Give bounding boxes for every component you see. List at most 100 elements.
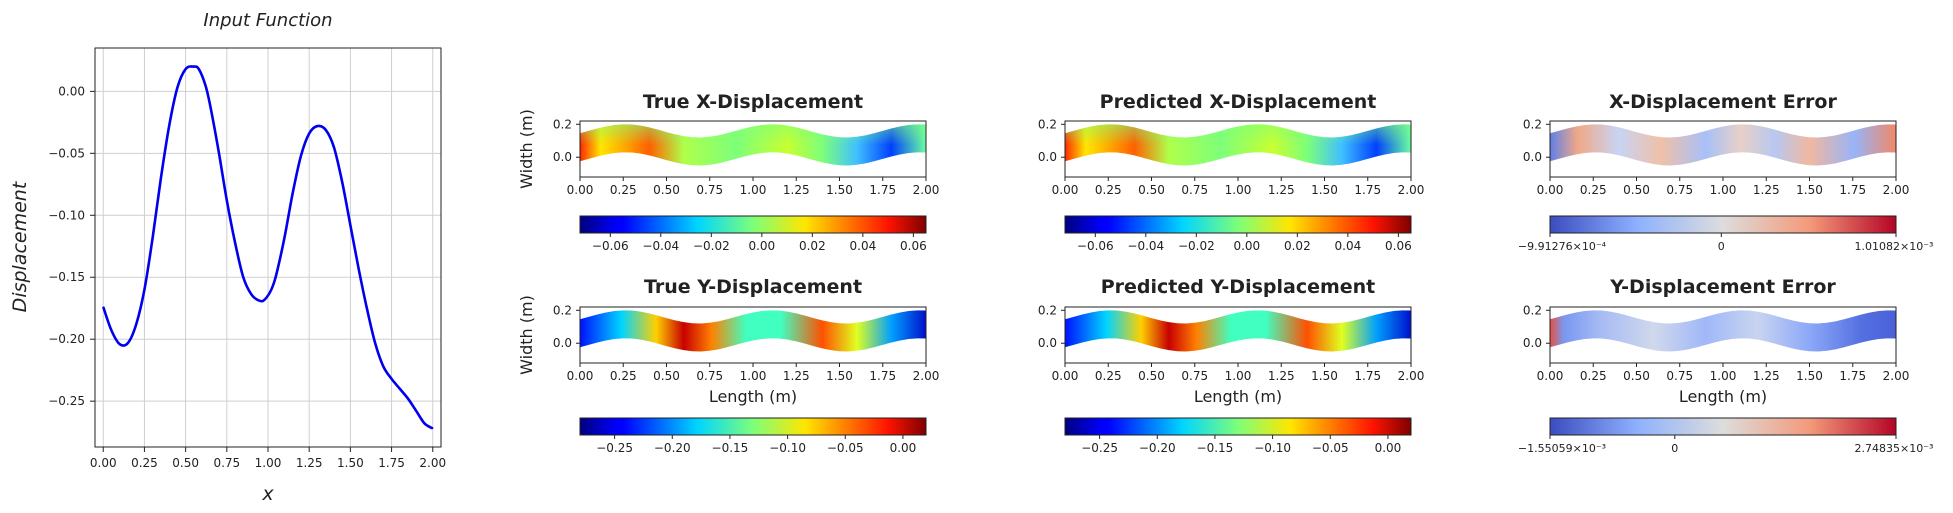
data-point [234,241,236,244]
y-tick-label: 0.2 [1523,303,1542,317]
data-point [209,105,211,107]
x-tick-label: 1.00 [1225,183,1252,197]
x-tick-label: 0.75 [1666,369,1693,383]
true-y-field [580,310,926,352]
x-tick-label: 2.00 [1883,183,1910,197]
data-point [264,298,266,301]
x-tick-label: 0.00 [1537,369,1564,383]
true-x-title: True X-Displacement [643,91,863,113]
colorbar-tick-label: −0.25 [596,441,633,455]
true-x-colorbar [579,215,927,234]
data-point [135,323,137,325]
colorbar-tick-label: 0.04 [1335,239,1362,253]
y-tick-label: 0.0 [1038,336,1057,350]
data-point [407,398,409,400]
x-tick-label: 1.25 [1268,183,1295,197]
x-tick-label: 1.75 [1354,369,1381,383]
x-tick-label: 1.50 [826,369,853,383]
err-y-field [1550,310,1896,352]
data-point [283,236,286,239]
x-tick-label: 1.25 [1753,369,1780,383]
true-x-panel: True X-Displacement 0.00 0.25 0.50 0.75 1.00 1… [517,91,939,253]
true-y-colorbar [579,417,927,436]
true-y-title: True Y-Displacement [644,276,862,298]
x-tick-label: 1.25 [783,369,810,383]
y-tick-label: 0.0 [553,336,572,350]
data-point [275,274,277,276]
colorbar-tick-label: 1.01082×10⁻³ [1855,240,1934,253]
data-point [193,65,195,68]
err-y-title: Y-Displacement Error [1609,276,1836,298]
x-tick-label: 0.25 [610,183,637,197]
data-point [168,125,170,127]
data-point [119,343,121,345]
x-tick-label: 1.50 [1796,369,1823,383]
x-tick-label: 0.25 [1580,369,1607,383]
colorbar-tick-label: −0.04 [1127,239,1164,253]
x-tick-label: 0.50 [653,369,680,383]
data-point [292,192,294,194]
pred-x-colorbar [1064,215,1412,234]
x-tick-label: 1.00 [740,183,767,197]
x-tick-label: 2.00 [419,456,446,470]
x-tick-label: 0.50 [1623,369,1650,383]
colorbar-tick-label: 0.06 [1385,239,1412,253]
colorbar-tick-label: −0.20 [1139,441,1176,455]
y-tick-label: 0.0 [1523,150,1542,164]
x-tick-label: 0.50 [172,456,199,470]
colorbar-tick-label: 0.00 [748,239,775,253]
y-tick-label: −0.25 [48,394,85,408]
colorbar-tick-label: −9.91276×10⁻⁴ [1518,240,1607,253]
x-tick-label: 0.75 [1666,183,1693,197]
data-point [390,378,393,380]
colorbar-tick-label: −0.04 [642,239,679,253]
true-y-panel: True Y-Displacement 0.00 0.25 0.50 0.75 1.00 1… [517,276,939,455]
colorbar-tick-label: 0.02 [799,239,826,253]
input-function-xlabel: x [261,483,274,505]
x-tick-label: 2.00 [913,183,940,197]
colorbar-tick-label: 0 [1718,240,1725,253]
colorbar-tick-label: −0.02 [693,239,730,253]
true-y-xlabel: Length (m) [709,387,797,406]
colorbar-tick-label: 0.04 [850,239,877,253]
data-point [152,236,154,239]
x-tick-label: 1.75 [1354,183,1381,197]
data-point [259,300,261,302]
data-point [250,293,253,296]
x-tick-label: 1.25 [296,456,323,470]
x-tick-label: 1.75 [1839,183,1866,197]
input-function-yticks: 0.00 −0.05 −0.10 −0.15 −0.20 −0.25 [48,84,95,408]
data-point [102,306,104,308]
colorbar-tick-label: −0.15 [712,441,749,455]
y-tick-label: 0.2 [553,117,572,131]
x-tick-label: 1.00 [740,369,767,383]
pred-y-title: Predicted Y-Displacement [1101,276,1376,298]
data-point [176,87,178,89]
colorbar-tick-label: −0.06 [592,239,629,253]
x-tick-label: 0.00 [1052,183,1079,197]
data-point [366,307,368,309]
input-function-points [102,65,434,430]
data-point [242,276,244,278]
x-tick-label: 1.75 [378,456,405,470]
x-tick-label: 0.00 [1537,183,1564,197]
input-function-grid [95,48,441,447]
x-tick-label: 1.75 [869,183,896,197]
x-tick-label: 1.50 [1311,369,1338,383]
colorbar-tick-label: −0.06 [1077,239,1114,253]
x-tick-label: 1.25 [1753,183,1780,197]
pred-x-field-shade [1065,124,1411,166]
y-tick-label: 0.2 [553,303,572,317]
input-function-plot: Input Function 0.00 0.25 0.50 0.75 1.00 1.25 1… [9,10,446,505]
x-tick-label: 1.50 [826,183,853,197]
x-tick-label: 2.00 [1883,369,1910,383]
colorbar-tick-label: −0.10 [769,441,806,455]
y-tick-label: 0.2 [1038,117,1057,131]
x-tick-label: 0.00 [90,456,117,470]
input-function-ylabel: Displacement [9,180,31,312]
data-point [160,177,162,179]
pred-y-field [1065,310,1411,352]
